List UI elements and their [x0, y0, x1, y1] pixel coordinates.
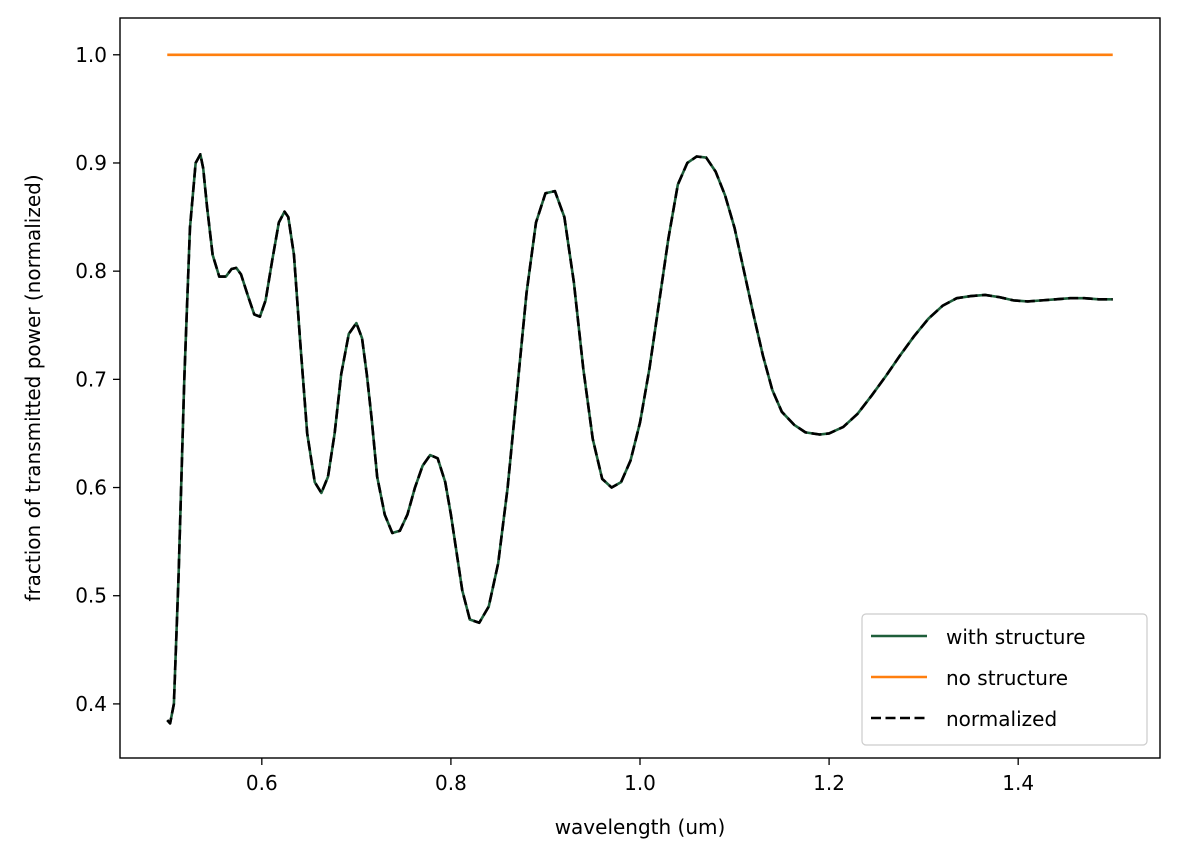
legend-label-no-structure: no structure	[946, 666, 1068, 690]
y-tick-label: 0.6	[75, 476, 107, 500]
x-axis: 0.6 0.8 1.0 1.2 1.4	[246, 758, 1034, 795]
x-tick-label: 1.2	[813, 771, 845, 795]
x-axis-label: wavelength (um)	[555, 815, 726, 839]
legend-items: with structure no structure normalized	[871, 625, 1086, 731]
legend-box	[861, 613, 1148, 746]
y-tick-label: 0.8	[75, 259, 107, 283]
x-tick-label: 1.0	[624, 771, 656, 795]
legend: with structure no structure normalized	[861, 613, 1148, 746]
x-tick-label: 1.4	[1002, 771, 1034, 795]
y-tick-label: 1.0	[75, 43, 107, 67]
x-tick-label: 0.8	[435, 771, 467, 795]
legend-label-normalized: normalized	[946, 707, 1057, 731]
legend-label-with-structure: with structure	[946, 625, 1086, 649]
x-tick-label: 0.6	[246, 771, 278, 795]
y-axis: 0.4 0.5 0.6 0.7 0.8 0.9 1.0	[75, 43, 120, 716]
y-tick-label: 0.9	[75, 151, 107, 175]
y-tick-label: 0.4	[75, 692, 107, 716]
series-line-normalized	[166, 153, 1113, 725]
series-layer	[166, 53, 1113, 725]
y-axis-label: fraction of transmitted power (normalize…	[21, 174, 45, 601]
y-tick-label: 0.5	[75, 584, 107, 608]
y-tick-label: 0.7	[75, 367, 107, 391]
